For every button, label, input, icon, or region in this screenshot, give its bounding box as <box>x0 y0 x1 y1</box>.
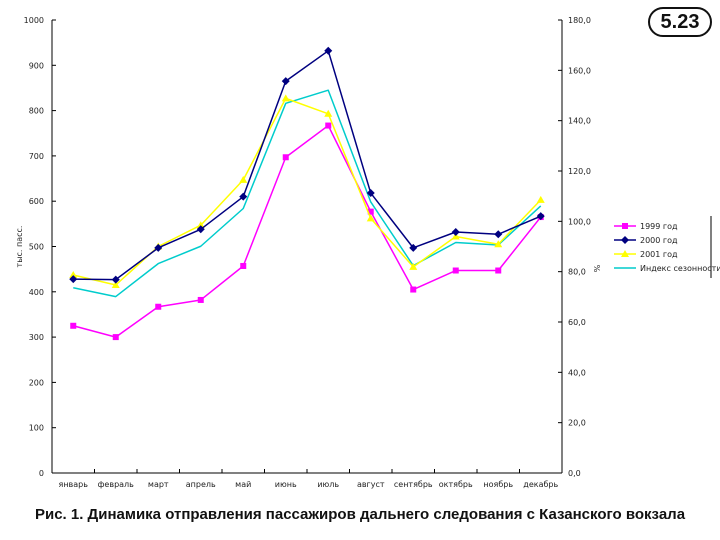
series-0-point <box>155 303 162 310</box>
x-axis-tick-label: ноябрь <box>483 480 513 489</box>
left-axis-tick-label: 1000 <box>24 16 44 25</box>
x-axis-tick-label: май <box>235 480 251 489</box>
series-1-point <box>111 275 120 284</box>
series-2-point <box>69 271 78 279</box>
series-2-point <box>196 221 205 229</box>
series-2-point <box>366 214 375 222</box>
left-axis-tick-label: 300 <box>29 333 44 342</box>
series-1-point <box>69 275 78 284</box>
slide-number-badge: 5.23 <box>648 7 712 37</box>
series-1-point <box>536 212 545 221</box>
series-line-1 <box>73 50 542 281</box>
figure-caption: Рис. 1. Динамика отправления пассажиров … <box>34 506 686 523</box>
legend: 1999 год 2000 год 2001 год Индекс сезонност… <box>614 216 720 278</box>
left-axis-tick-label: 0 <box>39 469 44 478</box>
right-axis-tick-label: 80,0 <box>568 268 586 277</box>
x-axis-tick-label: апрель <box>186 480 216 489</box>
x-axis-tick-label: октябрь <box>439 480 473 489</box>
series-2-point <box>409 262 418 270</box>
series-0-point <box>495 267 502 274</box>
series-1-point <box>154 243 163 252</box>
y-axis-title: тыс. пасс. <box>15 226 24 268</box>
series-0-point <box>452 267 459 274</box>
line-chart: 0 100 200 300 400 500 600 700 800 900 1000 0,0 20,0 4… <box>15 16 720 489</box>
left-axis-tick-label: 700 <box>29 152 44 161</box>
series-line-3 <box>73 89 542 298</box>
series-line-0 <box>73 124 542 338</box>
series-line-2 <box>73 97 542 286</box>
legend-label: 1999 год <box>640 222 678 231</box>
series-1-point <box>409 243 418 252</box>
x-axis-tick-label: декабрь <box>523 480 558 489</box>
right-axis-tick-label: 40,0 <box>568 368 586 377</box>
right-axis-tick-label: 140,0 <box>568 117 591 126</box>
right-axis-tick-label: 160,0 <box>568 66 591 75</box>
right-axis-tick-label: 180,0 <box>568 16 591 25</box>
series-2-point <box>536 195 545 203</box>
legend-label: Индекс сезонности <box>640 264 720 273</box>
x-axis-tick-label: февраль <box>98 480 135 489</box>
y2-axis-title: % <box>593 264 602 272</box>
x-axis-tick-label: июль <box>317 480 339 489</box>
legend-swatch-marker <box>621 250 629 257</box>
series-0-point <box>367 208 374 215</box>
series-1-point <box>196 225 205 234</box>
series-2-point <box>281 94 290 102</box>
series-0-point <box>197 296 204 303</box>
series-0-point <box>240 262 247 269</box>
series-1-point <box>494 230 503 239</box>
plot-area: 0 100 200 300 400 500 600 700 800 900 1000 0,0 20,0 4… <box>15 16 602 489</box>
x-axis-tick-label: март <box>148 480 169 489</box>
series-1-point <box>324 46 333 55</box>
left-axis-tick-label: 400 <box>29 288 44 297</box>
series-0-point <box>282 154 289 161</box>
left-axis-tick-label: 200 <box>29 378 44 387</box>
series-1-point <box>281 77 290 86</box>
right-axis-tick-label: 100,0 <box>568 217 591 226</box>
series-1-point <box>239 192 248 201</box>
left-axis-tick-label: 500 <box>29 243 44 252</box>
series-0-point <box>112 334 119 341</box>
series-0-point <box>70 322 77 329</box>
series-2-point <box>111 281 120 289</box>
right-axis-tick-label: 20,0 <box>568 419 586 428</box>
legend-swatch-marker <box>621 236 629 244</box>
series-2-point <box>451 232 460 240</box>
left-axis-tick-label: 100 <box>29 424 44 433</box>
legend-label: 2001 год <box>640 250 678 259</box>
series-1-point <box>451 228 460 237</box>
x-axis-tick-label: июнь <box>275 480 297 489</box>
legend-swatch-marker <box>622 223 628 229</box>
series-0-point <box>410 286 417 293</box>
series-2-point <box>494 240 503 248</box>
series-1-point <box>366 189 375 198</box>
series-0-point <box>325 122 332 129</box>
x-axis-tick-label: сентябрь <box>394 480 433 489</box>
left-axis-tick-label: 800 <box>29 107 44 116</box>
series-2-point <box>324 109 333 117</box>
x-axis-tick-label: август <box>357 480 385 489</box>
x-axis-tick-label: январь <box>59 480 89 489</box>
right-axis-tick-label: 120,0 <box>568 167 591 176</box>
series-2-point <box>239 175 248 183</box>
left-axis-tick-label: 900 <box>29 61 44 70</box>
right-axis-tick-label: 60,0 <box>568 318 586 327</box>
right-axis-tick-label: 0,0 <box>568 469 581 478</box>
legend-label: 2000 год <box>640 236 678 245</box>
left-axis-tick-label: 600 <box>29 197 44 206</box>
